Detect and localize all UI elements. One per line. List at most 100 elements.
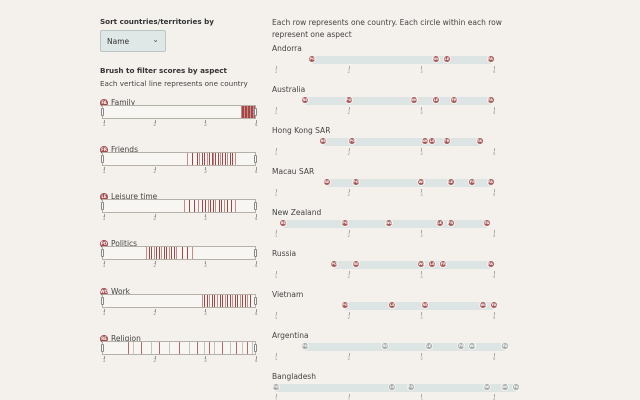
brush-strip[interactable] — [101, 152, 257, 166]
brush-strip[interactable] — [101, 199, 257, 213]
aspect-dot-le[interactable]: LE — [388, 383, 397, 391]
aspect-dot-po[interactable]: PO — [348, 137, 357, 145]
aspect-dot-wo[interactable]: WO — [479, 301, 488, 309]
aspect-axis: 1 2 3 4 — [102, 261, 257, 271]
brush-handle-left[interactable] — [101, 202, 104, 210]
aspect-dot-fr[interactable]: FR — [446, 219, 455, 227]
brush-handle-left[interactable] — [101, 155, 104, 163]
aspect-dot-wo[interactable]: WO — [501, 383, 510, 391]
aspect-dot-fr[interactable]: FR — [468, 178, 477, 186]
aspect-dot-le[interactable]: LE — [435, 219, 444, 227]
aspect-dot-wo[interactable]: WO — [410, 96, 419, 104]
brush-strip[interactable] — [101, 341, 257, 355]
axis-tick-mark — [205, 214, 207, 217]
country-line — [224, 153, 226, 165]
aspect-dot-le[interactable]: LE — [446, 178, 455, 186]
aspect-dot-re[interactable]: RE — [421, 301, 430, 309]
brush-handle-left[interactable] — [101, 108, 104, 116]
sort-select[interactable]: Name ⌄ — [100, 30, 166, 52]
aspect-name: Leisure time — [111, 192, 158, 201]
aspect-dot-fa[interactable]: FA — [475, 137, 484, 145]
aspect-dot-po[interactable]: PO — [352, 178, 360, 186]
aspect-dot-fa[interactable]: FA — [486, 260, 495, 268]
aspect-dot-re[interactable]: RE — [279, 219, 288, 227]
country-line — [217, 295, 218, 307]
axis-tick-mark — [421, 230, 423, 233]
aspect-dot-re[interactable]: RE — [352, 260, 360, 268]
aspect-dot-po[interactable]: PO — [341, 219, 350, 227]
axis-tick-label: 4 — [492, 110, 496, 115]
country-line — [181, 247, 183, 259]
aspect-dot-fa[interactable]: FA — [490, 301, 499, 309]
aspect-dot-le[interactable]: LE — [388, 301, 397, 309]
axis-tick-label: 3 — [420, 110, 423, 115]
aspect-dot-po[interactable]: PO — [344, 96, 353, 104]
aspect-dot-fa[interactable]: FA — [486, 96, 495, 104]
aspect-dot-fr[interactable]: FR — [439, 260, 448, 268]
axis-tick-mark — [494, 107, 496, 110]
brush-strip[interactable] — [101, 246, 257, 260]
country-line — [234, 295, 236, 307]
aspect-dot-fa[interactable]: FA — [486, 178, 495, 186]
brush-handle-right[interactable] — [254, 249, 257, 257]
aspect-dot-le[interactable]: LE — [432, 96, 440, 104]
aspect-dot-po[interactable]: PO — [341, 301, 350, 309]
countries-intro: Each row represents one country. Each ci… — [272, 18, 502, 39]
brush-handle-right[interactable] — [254, 155, 257, 163]
aspect-dot-le[interactable]: LE — [424, 342, 433, 350]
aspect-dot-re[interactable]: RE — [301, 96, 310, 104]
brush-handle-right[interactable] — [254, 108, 257, 116]
aspect-dot-re[interactable]: RE — [381, 342, 390, 350]
aspect-dot-fa[interactable]: FA — [501, 342, 510, 350]
country-line — [161, 247, 163, 259]
brush-handle-right[interactable] — [254, 297, 257, 305]
brush-handle-right[interactable] — [254, 344, 257, 352]
aspect-badge: WO — [100, 287, 108, 296]
aspect-dot-le[interactable]: LE — [442, 55, 451, 63]
aspect-dot-po[interactable]: PO — [308, 55, 317, 63]
country-line — [244, 295, 246, 307]
aspect-dot-le[interactable]: LE — [428, 260, 437, 268]
aspect-dot-wo[interactable]: WO — [432, 55, 441, 63]
aspect-dot-re[interactable]: RE — [322, 178, 331, 186]
brush-handle-left[interactable] — [101, 297, 104, 305]
aspect-dot-fa[interactable]: FA — [512, 383, 520, 391]
aspect-dot-wo[interactable]: WO — [417, 260, 426, 268]
axis-tick-label: 2 — [347, 233, 350, 238]
aspect-filter-wo: WO Work 1 2 3 4 — [100, 281, 260, 321]
country-line — [146, 247, 148, 259]
aspect-dot-re[interactable]: RE — [319, 137, 328, 145]
axis-tick-mark — [276, 312, 277, 315]
aspect-dot-le[interactable]: LE — [428, 137, 437, 145]
axis-tick-label: 2 — [347, 356, 350, 361]
axis-tick-mark — [276, 66, 277, 69]
aspect-dot-po[interactable]: PO — [330, 260, 339, 268]
aspect-dot-wo[interactable]: WO — [417, 178, 426, 186]
aspect-dot-po[interactable]: PO — [301, 342, 310, 350]
country-line — [184, 200, 186, 212]
country-line — [168, 342, 170, 354]
country-line — [201, 200, 203, 212]
aspect-dot-wo[interactable]: WO — [468, 342, 477, 350]
country-range-bar — [323, 138, 480, 146]
axis-tick-label: 1 — [102, 359, 106, 364]
aspect-dot-fr[interactable]: FR — [406, 383, 415, 391]
brush-strip[interactable] — [101, 294, 257, 308]
brush-handle-left[interactable] — [101, 344, 104, 352]
aspect-dot-po[interactable]: PO — [272, 383, 280, 391]
aspect-dot-fa[interactable]: FA — [486, 55, 495, 63]
aspect-dot-fr[interactable]: FR — [457, 342, 466, 350]
brush-handle-right[interactable] — [254, 202, 257, 210]
aspect-dot-re[interactable]: RE — [482, 383, 491, 391]
axis-tick-mark — [205, 309, 207, 312]
aspect-dot-fr[interactable]: FR — [450, 96, 459, 104]
brush-strip[interactable] — [101, 105, 257, 119]
aspect-dot-fr[interactable]: FR — [442, 137, 451, 145]
aspect-name: Family — [111, 98, 136, 107]
axis-tick-label: 3 — [420, 151, 423, 156]
axis-tick-label: 1 — [274, 110, 278, 115]
aspect-dot-wo[interactable]: WO — [384, 219, 393, 227]
brush-handle-left[interactable] — [101, 249, 104, 257]
aspect-dot-fa[interactable]: FA — [482, 219, 491, 227]
aspect-badge: FR — [100, 145, 108, 154]
